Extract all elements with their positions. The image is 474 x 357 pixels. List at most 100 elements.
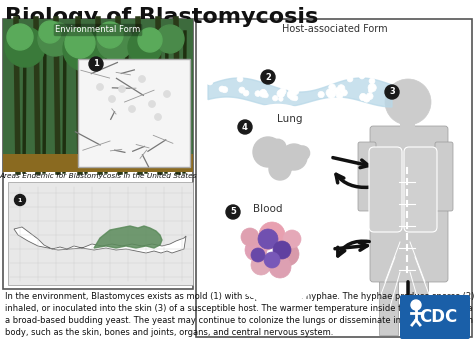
Circle shape (207, 79, 213, 85)
Circle shape (326, 89, 334, 96)
Circle shape (225, 71, 231, 77)
Circle shape (385, 85, 399, 99)
Text: Blood: Blood (253, 204, 283, 214)
Circle shape (128, 30, 162, 64)
Circle shape (89, 57, 103, 71)
Circle shape (138, 28, 162, 52)
FancyBboxPatch shape (400, 107, 415, 131)
Text: Lung: Lung (277, 114, 303, 124)
Circle shape (237, 76, 243, 82)
Text: 4: 4 (242, 122, 248, 131)
FancyBboxPatch shape (78, 59, 190, 167)
Circle shape (155, 114, 162, 121)
Text: CDC: CDC (419, 308, 457, 326)
Circle shape (224, 195, 332, 303)
Text: Biology of Blastomycosis: Biology of Blastomycosis (5, 7, 318, 27)
FancyBboxPatch shape (196, 19, 472, 337)
Circle shape (368, 89, 373, 93)
Circle shape (329, 84, 336, 91)
FancyBboxPatch shape (379, 277, 398, 335)
FancyBboxPatch shape (435, 142, 453, 211)
Circle shape (226, 205, 240, 219)
Circle shape (290, 95, 295, 100)
Circle shape (259, 90, 267, 97)
Circle shape (226, 105, 330, 209)
Circle shape (366, 93, 373, 100)
Circle shape (411, 300, 421, 310)
Circle shape (261, 89, 266, 95)
FancyBboxPatch shape (404, 147, 437, 232)
Circle shape (243, 90, 249, 96)
Text: Environmental Form: Environmental Form (55, 25, 141, 35)
Circle shape (275, 242, 299, 266)
Circle shape (292, 95, 298, 101)
Circle shape (238, 120, 252, 134)
Circle shape (280, 88, 286, 95)
Circle shape (327, 90, 336, 98)
Circle shape (336, 92, 343, 99)
Text: 2: 2 (265, 72, 271, 81)
Circle shape (156, 25, 184, 53)
Circle shape (38, 22, 72, 56)
Circle shape (7, 24, 33, 50)
Circle shape (39, 21, 61, 43)
Circle shape (337, 85, 345, 92)
Circle shape (264, 252, 280, 268)
Circle shape (245, 239, 267, 261)
Circle shape (360, 93, 366, 100)
Circle shape (97, 22, 123, 48)
Circle shape (363, 95, 370, 102)
Circle shape (251, 248, 265, 262)
FancyBboxPatch shape (409, 277, 428, 335)
Circle shape (270, 139, 286, 156)
Circle shape (360, 94, 366, 101)
Circle shape (347, 76, 353, 82)
FancyBboxPatch shape (370, 126, 448, 282)
FancyBboxPatch shape (369, 147, 402, 232)
Polygon shape (208, 78, 392, 107)
Circle shape (251, 255, 271, 275)
Text: 3: 3 (389, 87, 395, 96)
Circle shape (288, 87, 293, 91)
Circle shape (255, 91, 261, 96)
Circle shape (148, 101, 155, 107)
Circle shape (291, 87, 299, 95)
Circle shape (97, 24, 133, 60)
Circle shape (109, 96, 116, 102)
Circle shape (65, 28, 95, 58)
FancyBboxPatch shape (358, 142, 376, 211)
Circle shape (138, 75, 146, 82)
Circle shape (118, 85, 126, 92)
Circle shape (241, 228, 259, 246)
Circle shape (281, 144, 307, 170)
Circle shape (368, 84, 376, 92)
Circle shape (273, 241, 291, 259)
Circle shape (333, 88, 340, 94)
Circle shape (287, 91, 295, 99)
Polygon shape (94, 226, 162, 248)
Circle shape (318, 91, 324, 98)
Circle shape (264, 93, 268, 98)
FancyBboxPatch shape (400, 295, 470, 339)
Circle shape (337, 71, 343, 77)
Circle shape (5, 27, 45, 67)
Circle shape (273, 95, 278, 101)
Circle shape (261, 70, 275, 84)
Circle shape (128, 106, 136, 112)
Circle shape (281, 160, 293, 172)
Circle shape (269, 256, 291, 278)
Text: Host-associated Form: Host-associated Form (282, 24, 388, 34)
Circle shape (212, 74, 218, 80)
Circle shape (219, 86, 225, 92)
Circle shape (164, 91, 171, 97)
Circle shape (259, 234, 275, 250)
FancyBboxPatch shape (3, 19, 193, 172)
Text: In the environment, Blastomyces exists as mold (1) with septate aerial hyphae. T: In the environment, Blastomyces exists a… (5, 292, 474, 337)
Circle shape (295, 146, 310, 160)
Circle shape (283, 230, 301, 248)
Circle shape (341, 90, 347, 96)
Circle shape (239, 87, 245, 93)
Circle shape (253, 137, 283, 167)
Circle shape (259, 222, 285, 248)
Circle shape (258, 229, 278, 249)
